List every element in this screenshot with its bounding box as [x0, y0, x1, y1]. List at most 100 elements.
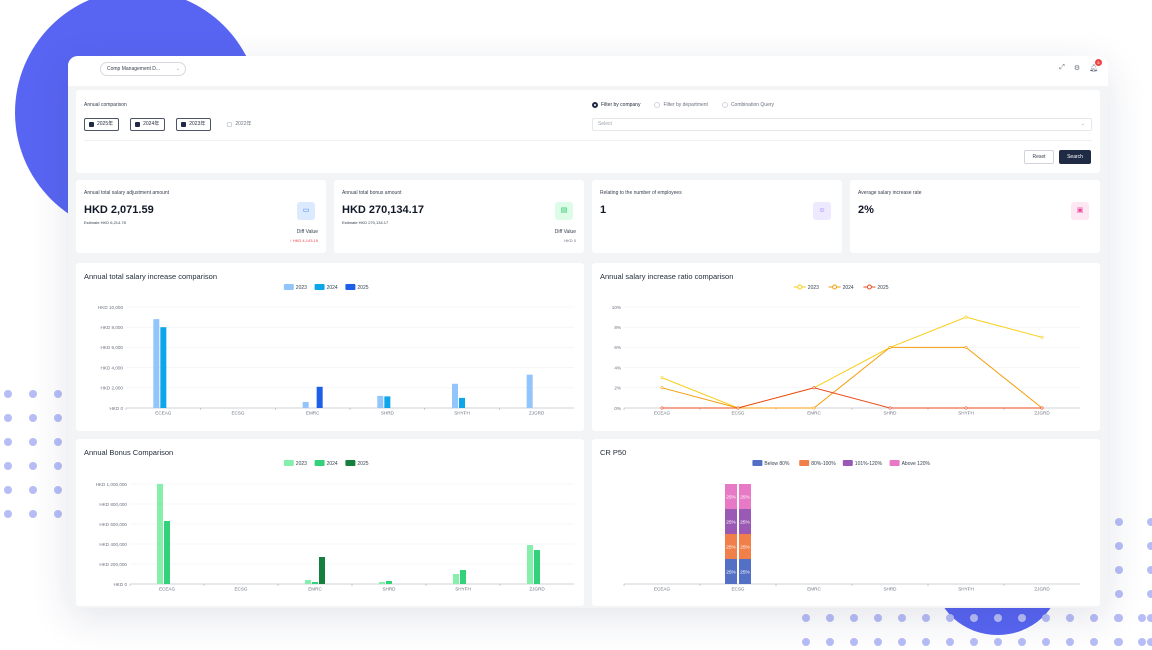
filter-mode-radio[interactable]: Combination Query	[721, 102, 775, 108]
data-point[interactable]	[964, 345, 968, 349]
query-select[interactable]: Select ⌄	[592, 118, 1092, 131]
bar[interactable]	[527, 545, 533, 584]
decorative-dot	[1147, 542, 1152, 550]
legend-label: 2025	[357, 461, 368, 467]
bar[interactable]	[302, 401, 309, 408]
data-point[interactable]	[660, 386, 664, 390]
reset-button[interactable]: Reset	[1024, 150, 1054, 164]
stacked-bar-segment[interactable]	[739, 484, 751, 509]
stacked-bar-segment[interactable]	[739, 534, 751, 559]
x-tick-label: SHRD	[883, 411, 897, 416]
data-point[interactable]	[888, 345, 892, 349]
bar[interactable]	[319, 557, 325, 584]
data-point[interactable]	[1040, 335, 1044, 339]
filter-mode-radio[interactable]: Filter by department	[654, 102, 708, 108]
data-point[interactable]	[660, 406, 664, 410]
legend-item[interactable]: 2025	[345, 460, 369, 467]
legend-item[interactable]: 2023	[793, 284, 819, 291]
radio-label: Combination Query	[730, 102, 775, 108]
legend-swatch	[866, 284, 872, 290]
decorative-dot	[922, 638, 930, 646]
x-tick-label: ECSG	[234, 587, 247, 592]
bar[interactable]	[153, 319, 160, 408]
data-point[interactable]	[964, 406, 968, 410]
radio-icon	[721, 102, 728, 108]
bar[interactable]	[157, 484, 163, 584]
stacked-bar-segment[interactable]	[725, 509, 737, 534]
series-line[interactable]	[662, 387, 1042, 409]
x-tick-label: ECEAG	[654, 587, 671, 592]
year-checkbox[interactable]: 2025年	[84, 118, 120, 131]
bell-icon[interactable]: 🔔︎ 6	[1089, 59, 1102, 72]
stacked-bar-segment[interactable]	[725, 484, 737, 509]
salary-increase-chart-panel: Annual total salary increase comparison …	[76, 263, 584, 431]
bar[interactable]	[316, 386, 323, 408]
decorative-dot	[29, 414, 37, 422]
legend-item[interactable]: 80%-100%	[799, 460, 836, 467]
legend-item[interactable]: 2024	[828, 284, 854, 291]
data-point[interactable]	[736, 406, 740, 410]
gear-icon[interactable]: ⚙	[1073, 65, 1081, 72]
legend-item[interactable]: 2025	[345, 284, 369, 291]
company-select[interactable]: Comp Management D... ⌄	[100, 62, 186, 76]
legend-item[interactable]: 101%-120%	[842, 460, 883, 467]
bar[interactable]	[459, 397, 465, 408]
legend-item[interactable]: 2024	[314, 460, 338, 467]
search-button[interactable]: Search	[1059, 150, 1091, 164]
decorative-dot	[1066, 614, 1074, 622]
decorative-dot	[1147, 518, 1152, 526]
bar[interactable]	[526, 374, 533, 408]
stacked-bar-segment[interactable]	[739, 559, 751, 584]
x-tick-label: SHRD	[382, 587, 396, 592]
decorative-dot	[29, 486, 37, 494]
fullscreen-icon[interactable]: ⤢	[1059, 64, 1065, 71]
data-point[interactable]	[660, 376, 664, 380]
legend-item[interactable]: 2023	[283, 284, 307, 291]
y-tick-label: 4%	[614, 365, 621, 370]
bar[interactable]	[534, 550, 540, 584]
stacked-bar-segment[interactable]	[739, 509, 751, 534]
y-tick-label: HKD 400,000	[99, 542, 127, 547]
stat-card: Relating to the number of employees 1 ☺	[592, 180, 842, 253]
y-tick-label: HKD 4,000	[101, 365, 124, 370]
year-checkbox[interactable]: 2023年	[176, 118, 212, 131]
x-tick-label: ECEAG	[654, 411, 671, 416]
bar[interactable]	[305, 580, 311, 584]
decorative-dot	[802, 614, 810, 622]
filter-mode-radio[interactable]: Filter by company	[592, 102, 640, 108]
stat-card: Annual total salary adjustment amount HKD…	[76, 180, 326, 253]
data-point[interactable]	[888, 406, 892, 410]
legend-item[interactable]: 2024	[314, 284, 338, 291]
bar[interactable]	[160, 327, 167, 408]
series-line[interactable]	[661, 346, 1043, 409]
legend-label: 2024	[843, 285, 854, 291]
stat-value: 1	[600, 204, 607, 216]
year-checkbox[interactable]: 2024年	[130, 118, 166, 131]
series-line[interactable]	[661, 316, 1043, 409]
y-tick-label: HKD 0	[113, 582, 127, 587]
legend-item[interactable]: 2025	[863, 284, 889, 291]
bar[interactable]	[384, 396, 391, 408]
bar[interactable]	[312, 582, 318, 584]
bar[interactable]	[453, 574, 459, 584]
bar[interactable]	[460, 570, 466, 584]
legend-item[interactable]: 2023	[283, 460, 307, 467]
legend-item[interactable]: Below 80%	[752, 460, 790, 467]
bar[interactable]	[386, 581, 392, 584]
stacked-bar-segment[interactable]	[725, 534, 737, 559]
legend-swatch	[283, 284, 294, 290]
bar[interactable]	[377, 395, 384, 408]
data-point[interactable]	[964, 315, 968, 319]
data-point[interactable]	[812, 386, 816, 390]
bar[interactable]	[164, 521, 170, 584]
stat-value: 2%	[858, 204, 874, 216]
x-tick-label: SHYFH	[455, 587, 471, 592]
data-point[interactable]	[1040, 406, 1044, 410]
year-checkbox[interactable]: 2022年	[222, 118, 257, 131]
data-point[interactable]	[812, 406, 816, 410]
bar[interactable]	[452, 383, 458, 408]
bar[interactable]	[379, 582, 385, 584]
legend-item[interactable]: Above 120%	[889, 460, 931, 467]
stacked-bar-segment[interactable]	[725, 559, 737, 584]
diff-label: Diff Value	[554, 229, 576, 235]
